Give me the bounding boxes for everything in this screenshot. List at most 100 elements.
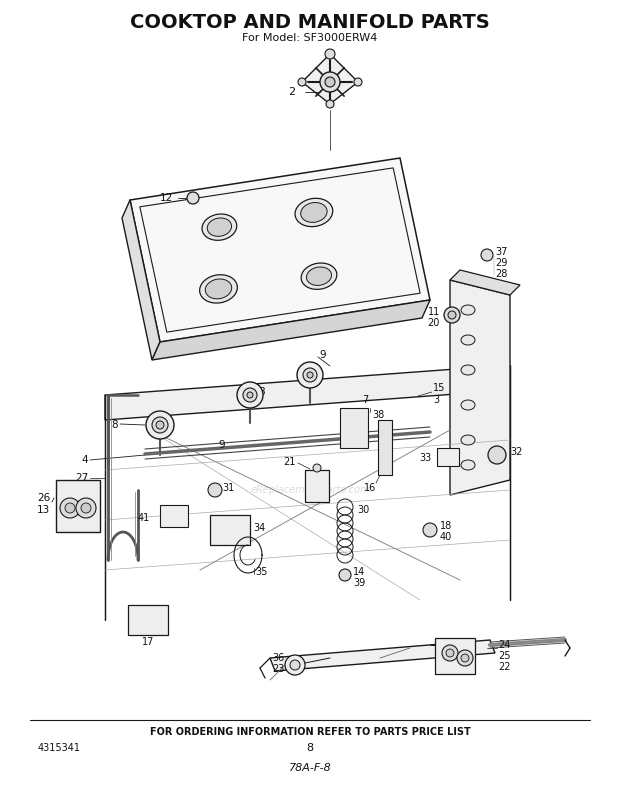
Text: 33: 33 bbox=[420, 453, 432, 463]
Circle shape bbox=[243, 388, 257, 402]
Circle shape bbox=[307, 372, 313, 378]
Polygon shape bbox=[130, 158, 430, 342]
Ellipse shape bbox=[461, 460, 475, 470]
Text: 39: 39 bbox=[353, 578, 365, 588]
Text: 36: 36 bbox=[273, 653, 285, 663]
Polygon shape bbox=[270, 640, 495, 671]
Bar bbox=[160, 505, 188, 527]
Circle shape bbox=[320, 72, 340, 92]
Text: 26: 26 bbox=[37, 493, 50, 503]
Circle shape bbox=[290, 660, 300, 670]
Text: 17: 17 bbox=[142, 637, 154, 647]
Bar bbox=[305, 470, 329, 502]
Text: 9: 9 bbox=[319, 350, 326, 360]
Text: 20: 20 bbox=[428, 318, 440, 328]
Text: 24: 24 bbox=[498, 640, 510, 650]
Text: 35: 35 bbox=[255, 567, 267, 577]
Text: 78A-F-8: 78A-F-8 bbox=[289, 763, 331, 773]
Text: 34: 34 bbox=[253, 523, 265, 533]
Text: 3: 3 bbox=[433, 395, 439, 405]
Circle shape bbox=[448, 311, 456, 319]
Ellipse shape bbox=[461, 335, 475, 345]
Text: 16: 16 bbox=[364, 483, 376, 493]
Ellipse shape bbox=[200, 275, 237, 303]
Circle shape bbox=[446, 649, 454, 657]
Ellipse shape bbox=[461, 305, 475, 315]
Text: 30: 30 bbox=[357, 505, 370, 515]
Bar bbox=[56, 480, 100, 532]
Circle shape bbox=[247, 392, 253, 398]
Circle shape bbox=[303, 368, 317, 382]
Ellipse shape bbox=[205, 279, 232, 299]
Text: eReplacementParts.com: eReplacementParts.com bbox=[250, 485, 370, 495]
Text: 41: 41 bbox=[138, 513, 150, 523]
Text: 23: 23 bbox=[273, 664, 285, 674]
Ellipse shape bbox=[301, 203, 327, 222]
Text: 14: 14 bbox=[353, 567, 365, 577]
Text: 13: 13 bbox=[37, 505, 50, 515]
Polygon shape bbox=[105, 365, 510, 420]
Circle shape bbox=[325, 49, 335, 59]
Text: 32: 32 bbox=[510, 447, 523, 457]
Circle shape bbox=[354, 78, 362, 86]
Circle shape bbox=[152, 417, 168, 433]
Polygon shape bbox=[450, 280, 510, 495]
Bar bbox=[435, 638, 475, 674]
Text: 2: 2 bbox=[288, 87, 295, 97]
Circle shape bbox=[313, 464, 321, 472]
Text: 31: 31 bbox=[222, 483, 234, 493]
Circle shape bbox=[444, 307, 460, 323]
Circle shape bbox=[285, 655, 305, 675]
Text: 37: 37 bbox=[495, 247, 507, 257]
Circle shape bbox=[442, 645, 458, 661]
Text: 9: 9 bbox=[218, 440, 224, 450]
Circle shape bbox=[60, 498, 80, 518]
Circle shape bbox=[339, 569, 351, 581]
Text: 25: 25 bbox=[498, 651, 510, 661]
Polygon shape bbox=[302, 54, 358, 104]
Text: 11: 11 bbox=[428, 307, 440, 317]
Circle shape bbox=[297, 362, 323, 388]
Circle shape bbox=[156, 421, 164, 429]
Text: For Model: SF3000ERW4: For Model: SF3000ERW4 bbox=[242, 33, 378, 43]
Text: 40: 40 bbox=[440, 532, 452, 542]
Text: 15: 15 bbox=[433, 383, 445, 393]
Text: 22: 22 bbox=[498, 662, 510, 672]
Circle shape bbox=[81, 503, 91, 513]
Bar bbox=[340, 408, 368, 448]
Ellipse shape bbox=[202, 214, 237, 240]
Circle shape bbox=[187, 192, 199, 204]
Circle shape bbox=[298, 78, 306, 86]
Bar bbox=[210, 515, 250, 545]
Polygon shape bbox=[122, 200, 160, 360]
Text: 7: 7 bbox=[362, 395, 368, 405]
Circle shape bbox=[488, 446, 506, 464]
Ellipse shape bbox=[461, 365, 475, 375]
Ellipse shape bbox=[461, 400, 475, 410]
Ellipse shape bbox=[207, 218, 231, 236]
Circle shape bbox=[237, 382, 263, 408]
Text: COOKTOP AND MANIFOLD PARTS: COOKTOP AND MANIFOLD PARTS bbox=[130, 13, 490, 32]
Bar bbox=[437, 448, 459, 466]
Text: 12: 12 bbox=[160, 193, 173, 203]
Text: 4: 4 bbox=[81, 455, 88, 465]
Circle shape bbox=[65, 503, 75, 513]
Text: 8: 8 bbox=[258, 387, 265, 397]
Text: 8: 8 bbox=[306, 743, 314, 753]
Ellipse shape bbox=[295, 199, 333, 227]
Ellipse shape bbox=[301, 263, 337, 289]
Bar bbox=[378, 420, 392, 475]
Circle shape bbox=[76, 498, 96, 518]
Polygon shape bbox=[450, 270, 520, 295]
Circle shape bbox=[423, 523, 437, 537]
Circle shape bbox=[326, 100, 334, 108]
Text: 28: 28 bbox=[495, 269, 507, 279]
Polygon shape bbox=[152, 300, 430, 360]
Bar bbox=[128, 605, 168, 635]
Circle shape bbox=[481, 249, 493, 261]
Text: 27: 27 bbox=[75, 473, 88, 483]
Text: 29: 29 bbox=[495, 258, 507, 268]
Circle shape bbox=[457, 650, 473, 666]
Text: 18: 18 bbox=[440, 521, 452, 531]
Circle shape bbox=[146, 411, 174, 439]
